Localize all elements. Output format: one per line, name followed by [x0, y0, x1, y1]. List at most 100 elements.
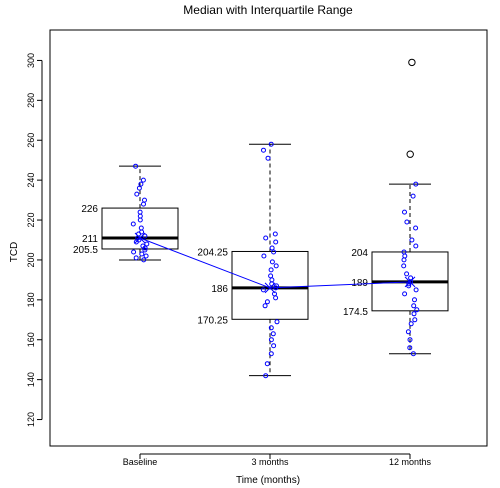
y-tick-label: 240 [26, 173, 36, 188]
x-tick-label: Baseline [123, 457, 158, 467]
data-point [269, 281, 275, 287]
data-point [408, 321, 414, 327]
data-point [273, 239, 279, 245]
y-tick-label: 200 [26, 252, 36, 267]
data-point [401, 263, 407, 269]
data-point [139, 251, 145, 257]
mean-line [139, 237, 411, 289]
data-point [274, 319, 280, 325]
data-point [262, 303, 268, 309]
data-point [141, 257, 147, 263]
data-point [131, 249, 137, 255]
data-point [271, 343, 277, 349]
data-point [130, 221, 136, 227]
data-point [268, 267, 274, 273]
data-point [408, 275, 414, 281]
data-point [412, 317, 418, 323]
data-point [269, 245, 275, 251]
data-point [410, 351, 416, 357]
data-point [413, 225, 419, 231]
data-point [268, 273, 274, 279]
data-point [270, 331, 276, 337]
x-tick-label: 3 months [251, 457, 289, 467]
data-point [261, 253, 267, 259]
data-point [269, 277, 275, 283]
data-point [404, 219, 410, 225]
data-point [140, 177, 146, 183]
label-q3: 204 [351, 248, 368, 259]
y-tick-label: 280 [26, 93, 36, 108]
data-point [133, 163, 139, 169]
data-point [273, 263, 279, 269]
label-q3: 204.25 [197, 247, 228, 258]
label-q1: 170.25 [197, 315, 228, 326]
data-point [406, 281, 412, 287]
y-axis: 120 140 160 180 200 220 240 260 280 300 [26, 53, 43, 427]
iqr-box [101, 207, 179, 250]
data-point [133, 239, 139, 245]
y-axis-label: TCD [9, 242, 20, 263]
data-point [413, 243, 419, 249]
label-median: 189 [351, 278, 368, 289]
data-point [406, 283, 412, 289]
data-point [273, 285, 279, 291]
data-point [264, 299, 270, 305]
plot-frame [49, 29, 488, 447]
data-point [263, 373, 269, 379]
outlier-point [408, 58, 416, 67]
data-point [411, 311, 417, 317]
data-point [268, 325, 274, 331]
data-point [136, 185, 142, 191]
y-tick-label: 260 [26, 133, 36, 148]
data-point [273, 295, 279, 301]
data-point [264, 361, 270, 367]
label-q1: 174.5 [343, 307, 368, 318]
data-point [260, 287, 266, 293]
x-tick-label: 12 months [389, 457, 432, 467]
data-point [410, 193, 416, 199]
label-q1: 205.5 [73, 245, 98, 256]
data-point [409, 237, 415, 243]
box-group: 204 189 174.5 [343, 183, 449, 355]
data-point [138, 225, 144, 231]
x-axis-label: Time (months) [236, 475, 300, 486]
data-point [405, 329, 411, 335]
data-point [402, 291, 408, 297]
data-point [142, 245, 148, 251]
y-tick-label: 160 [26, 332, 36, 347]
data-point [136, 231, 142, 237]
data-point [401, 257, 407, 263]
y-tick-label: 220 [26, 213, 36, 228]
x-axis: Baseline 3 months 12 months [123, 453, 432, 467]
data-point [261, 147, 266, 153]
y-tick-label: 140 [26, 372, 36, 387]
data-point [133, 255, 139, 261]
data-point [137, 209, 143, 215]
data-point [414, 307, 420, 313]
data-point [268, 337, 274, 343]
data-point [268, 141, 274, 147]
outlier-point [406, 150, 414, 158]
data-point [413, 181, 419, 187]
data-point [413, 287, 419, 293]
median-trend-line [139, 237, 411, 289]
box-group: 204.25 186 170.25 [197, 143, 309, 377]
data-point [265, 155, 271, 161]
data-point [404, 271, 410, 277]
data-point [142, 247, 148, 253]
data-point [412, 297, 417, 303]
data-points [130, 58, 420, 379]
data-point [142, 233, 148, 239]
y-tick-label: 120 [26, 412, 36, 427]
data-point [137, 217, 143, 223]
data-point [144, 241, 150, 247]
iqr-box [231, 250, 309, 320]
data-point [411, 303, 417, 309]
label-q3: 226 [81, 204, 98, 215]
data-point [134, 191, 140, 197]
data-point [402, 253, 408, 259]
label-median: 211 [82, 234, 98, 245]
